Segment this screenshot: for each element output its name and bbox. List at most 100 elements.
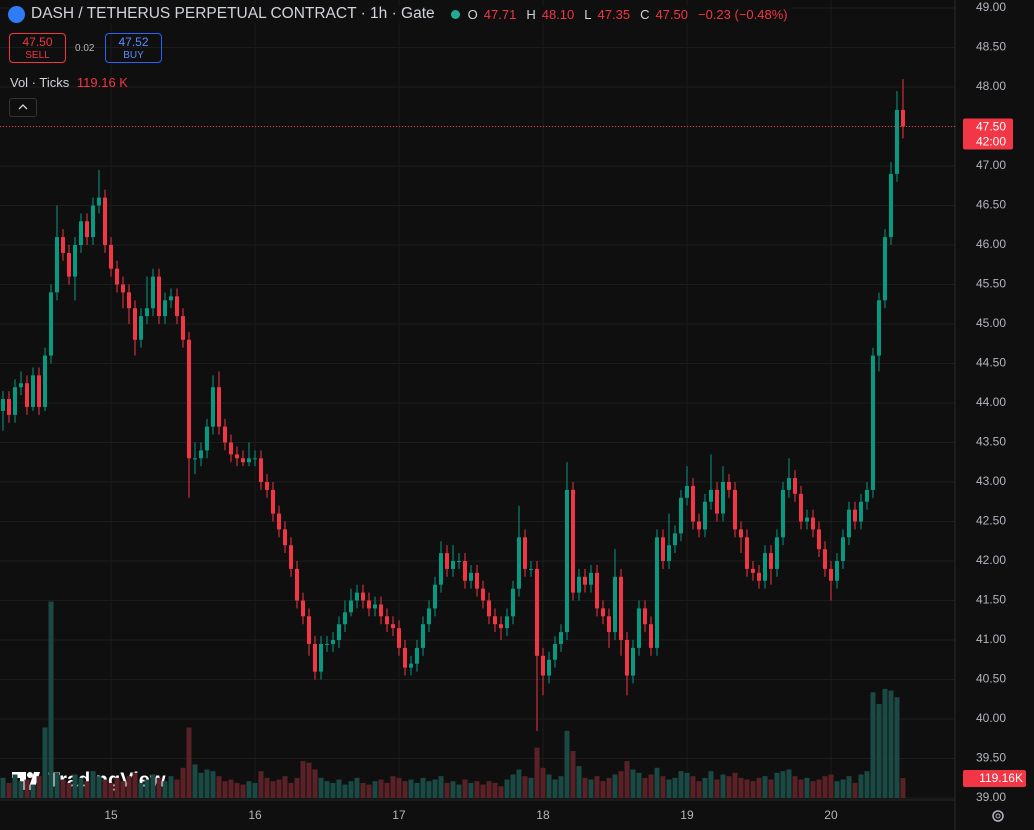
indicator-value: 119.16 K	[76, 75, 128, 90]
y-tick-label: 42.50	[976, 514, 1006, 528]
spread: 0.02	[75, 43, 95, 54]
candle-body	[372, 604, 377, 609]
volume-bar	[228, 779, 234, 798]
candle-body	[774, 537, 779, 569]
candle-body	[234, 454, 239, 459]
volume-bar	[348, 781, 354, 798]
ohlc-value: 47.50	[655, 6, 688, 22]
volume-bar	[774, 772, 780, 798]
volume-bar	[432, 779, 438, 798]
volume-bar	[738, 777, 744, 798]
candle-body	[546, 659, 551, 676]
candle-body	[540, 655, 545, 676]
candle-body	[378, 604, 383, 617]
volume-bar	[696, 781, 702, 798]
volume-bar	[876, 704, 882, 798]
candle-body	[612, 576, 617, 633]
symbol-title[interactable]: DASH / TETHERUS PERPETUAL CONTRACT · 1h …	[31, 5, 435, 22]
candle-body	[42, 355, 47, 407]
volume-bar	[612, 774, 618, 798]
candle-body	[864, 489, 869, 502]
market-status	[450, 9, 460, 19]
volume-bar	[870, 692, 876, 798]
collapse-button[interactable]	[9, 98, 37, 117]
volume-bar	[18, 781, 24, 798]
volume-bar	[606, 777, 612, 798]
volume-bar	[624, 761, 630, 798]
candle-body	[192, 458, 197, 460]
y-tick-label: 40.50	[976, 672, 1006, 686]
ohlc-key: O	[467, 6, 478, 22]
candle-body	[606, 616, 611, 633]
settings-button[interactable]	[992, 810, 1004, 822]
candle-body	[522, 537, 527, 569]
x-tick-label: 17	[392, 808, 406, 822]
volume-bar	[444, 782, 450, 798]
candle-body	[210, 387, 215, 427]
volume-bar	[558, 776, 564, 798]
indicator-name[interactable]: Vol · Ticks	[10, 75, 70, 90]
volume-bar	[264, 777, 270, 798]
volume-bar	[654, 767, 660, 798]
candle-body	[576, 576, 581, 593]
candle-body	[882, 237, 887, 301]
last-price-label: 47.50	[976, 120, 1006, 134]
volume-bar	[294, 777, 300, 798]
volume-bar	[276, 779, 282, 798]
volume-bar	[324, 781, 330, 798]
candle-body	[198, 450, 203, 459]
y-tick-label: 45.00	[976, 316, 1006, 330]
volume-bar	[888, 690, 894, 798]
candle-body	[324, 643, 329, 645]
last-volume-label: 119.16K	[979, 771, 1023, 785]
volume-bar	[468, 782, 474, 798]
candle-body	[456, 561, 461, 562]
sell-button[interactable]: 47.50 SELL	[9, 33, 66, 63]
candle-body	[204, 426, 209, 451]
candle-body	[360, 592, 365, 601]
volume-bar	[72, 774, 78, 798]
candle-body	[54, 237, 59, 293]
candle-body	[228, 442, 233, 455]
symbol-header: DASH / TETHERUS PERPETUAL CONTRACT · 1h …	[8, 5, 792, 23]
candle-body	[270, 489, 275, 514]
candle-body	[654, 537, 659, 648]
buy-button[interactable]: 47.52 BUY	[105, 33, 162, 63]
candle-body	[756, 572, 761, 581]
volume-bar	[822, 776, 828, 798]
volume-bar	[168, 776, 174, 798]
volume-bar	[576, 766, 582, 798]
y-tick-label: 39.50	[976, 751, 1006, 765]
volume-bar	[852, 782, 858, 798]
y-tick-label: 46.50	[976, 198, 1006, 212]
candle-body	[240, 458, 245, 463]
candle-body	[222, 426, 227, 443]
volume-bar	[330, 782, 336, 798]
ohlc-key: L	[584, 6, 592, 22]
candle-body	[168, 296, 173, 301]
volume-bar	[534, 747, 540, 798]
volume-bar	[618, 771, 624, 798]
volume-bar	[342, 784, 348, 798]
volume-bar	[138, 782, 144, 798]
candle-body	[48, 292, 53, 356]
y-tick-label: 41.00	[976, 632, 1006, 646]
candle-body	[90, 205, 95, 238]
ohlc-value: 48.10	[541, 6, 575, 22]
candle-body	[294, 568, 299, 601]
candle-body	[300, 600, 305, 617]
candle-body	[666, 545, 671, 561]
last-volume-tag	[963, 769, 1026, 787]
candle-body	[6, 399, 11, 415]
volume-bar	[282, 776, 288, 798]
candle-body	[318, 643, 323, 672]
candle-body	[660, 537, 665, 561]
volume-bar	[672, 777, 678, 798]
candle-body	[162, 300, 167, 317]
volume-bar	[762, 776, 768, 798]
volume-bar	[84, 781, 90, 798]
volume-bar	[318, 777, 324, 798]
volume-bar	[372, 781, 378, 798]
volume-bar	[366, 784, 372, 798]
